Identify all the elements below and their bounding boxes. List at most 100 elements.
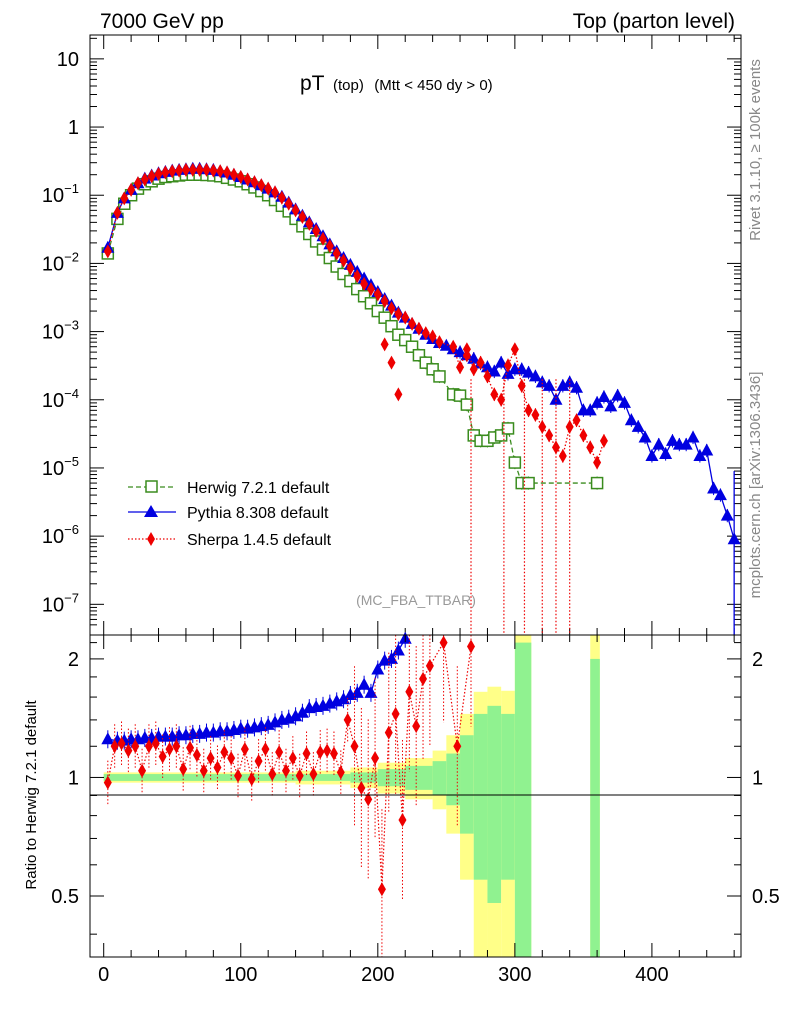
ratio-point-pythia — [337, 692, 351, 705]
data-point-sherpa — [264, 181, 273, 196]
ratio-point-sherpa — [186, 740, 195, 755]
plot-title-cut: (Mtt < 450 dy > 0) — [374, 77, 492, 94]
data-point-pythia — [501, 366, 515, 379]
ratio-y-tick-label: 2 — [68, 649, 79, 671]
ratio-point-sherpa — [309, 767, 318, 782]
ratio-ylabel: Ratio to Herwig 7.2.1 default — [23, 700, 40, 890]
data-point-pythia — [528, 369, 542, 382]
ratio-point-pythia — [357, 677, 371, 690]
data-point-herwig — [460, 398, 474, 411]
ratio-band-green — [295, 774, 351, 781]
ratio-point-sherpa — [240, 742, 249, 757]
ratio-uncertainty-bands — [103, 635, 600, 957]
data-point-sherpa — [188, 162, 197, 177]
ratio-band-green — [590, 658, 600, 957]
data-point-sherpa — [401, 310, 410, 325]
data-point-herwig — [419, 356, 433, 369]
data-point-pythia — [583, 403, 597, 416]
data-point-pythia — [700, 443, 714, 456]
ratio-point-sherpa — [288, 751, 297, 766]
main-x-axis — [103, 35, 735, 635]
ratio-point-sherpa — [323, 743, 332, 758]
data-point-sherpa — [545, 428, 554, 443]
ratio-band-green — [501, 713, 515, 880]
ratio-point-sherpa — [165, 742, 174, 757]
ratio-point-pythia — [391, 643, 405, 656]
ratio-point-sherpa — [220, 745, 229, 760]
data-point-sherpa — [291, 203, 300, 218]
data-point-pythia — [542, 378, 556, 391]
header-left: 7000 GeV pp — [100, 10, 224, 33]
data-point-pythia — [686, 430, 700, 443]
data-point-sherpa — [339, 253, 348, 268]
data-point-sherpa — [387, 301, 396, 316]
data-point-sherpa — [250, 175, 259, 190]
ratio-point-sherpa — [275, 745, 284, 760]
data-point-herwig — [522, 476, 535, 490]
main-y-tick-label: 10−6 — [42, 522, 79, 548]
data-point-sherpa — [353, 269, 362, 284]
data-point-sherpa-outlier — [387, 355, 396, 370]
data-point-pythia — [652, 437, 666, 450]
main-y-tick-label: 10−4 — [42, 386, 79, 412]
main-y-tick-label: 10−7 — [42, 590, 79, 616]
data-point-herwig — [508, 456, 522, 469]
data-point-sherpa — [593, 455, 602, 470]
data-point-pythia — [556, 378, 570, 391]
ratio-point-sherpa — [412, 719, 421, 734]
data-point-herwig — [590, 476, 604, 490]
data-point-sherpa — [216, 164, 225, 179]
data-point-sherpa — [271, 185, 280, 200]
data-point-sherpa-outlier — [462, 348, 471, 363]
data-point-sherpa — [421, 326, 430, 341]
data-point-sherpa — [195, 162, 204, 177]
ratio-point-pythia — [289, 709, 303, 722]
data-point-sherpa — [360, 276, 369, 291]
data-point-sherpa — [312, 223, 321, 238]
data-point-sherpa — [168, 164, 177, 179]
main-y-tick-label: 10−5 — [42, 454, 79, 480]
data-point-pythia — [665, 433, 679, 446]
data-point-pythia — [480, 360, 494, 373]
data-point-pythia — [439, 338, 453, 351]
ratio-point-sherpa — [371, 751, 380, 766]
ratio-point-sherpa — [295, 768, 304, 783]
ratio-point-sherpa — [234, 768, 243, 783]
data-point-pythia — [467, 351, 481, 364]
data-point-sherpa-outlier — [380, 337, 389, 352]
data-point-sherpa — [538, 419, 547, 434]
ratio-point-pythia — [295, 705, 309, 718]
data-point-herwig — [330, 260, 343, 273]
data-point-herwig — [351, 282, 364, 296]
data-point-sherpa — [414, 321, 423, 336]
data-point-herwig — [494, 429, 508, 442]
data-point-sherpa — [572, 413, 581, 428]
data-point-sherpa — [277, 190, 286, 205]
data-point-sherpa — [366, 282, 375, 297]
data-point-herwig — [405, 340, 419, 353]
ratio-point-sherpa — [179, 762, 188, 777]
data-point-pythia — [487, 364, 501, 377]
ratio-band-green — [377, 769, 406, 787]
ratio-point-sherpa — [158, 749, 167, 764]
data-point-sherpa — [579, 428, 588, 443]
data-point-pythia — [707, 481, 721, 494]
ratio-point-sherpa — [425, 658, 434, 673]
data-point-sherpa — [476, 355, 485, 370]
data-point-sherpa — [318, 231, 327, 246]
ratio-band-green — [432, 761, 447, 796]
legend-herwig-label: Herwig 7.2.1 default — [187, 480, 330, 497]
data-point-sherpa — [243, 172, 252, 187]
analysis-label: (MC_FBA_TTBAR) — [356, 592, 476, 608]
data-point-sherpa — [325, 239, 334, 254]
ratio-point-sherpa — [377, 882, 386, 897]
data-point-pythia — [611, 388, 625, 401]
series-line-herwig — [107, 174, 598, 484]
ratio-point-sherpa — [302, 746, 311, 761]
data-point-sherpa — [140, 172, 149, 187]
ratio-x-tick-label: 100 — [224, 964, 257, 986]
data-point-sherpa — [456, 360, 465, 375]
legend-pythia-marker — [144, 505, 158, 517]
data-point-sherpa — [373, 287, 382, 302]
